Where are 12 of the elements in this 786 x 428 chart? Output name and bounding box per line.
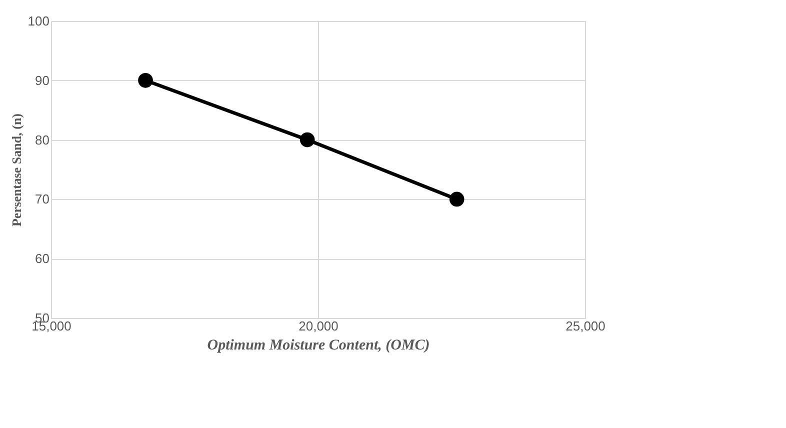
y-axis-title: Persentase Sand, (n) [8, 113, 24, 227]
point [138, 73, 153, 88]
point [300, 132, 315, 148]
x-tick-label: 25,000 [566, 318, 606, 334]
x-axis-title: Optimum Moisture Content, (OMC) [207, 338, 430, 354]
y-tick-label: 60 [35, 251, 50, 266]
y-tick-label: 100 [28, 14, 50, 28]
y-tick-label: 90 [35, 72, 50, 88]
x-tick-label: 20,000 [298, 318, 338, 334]
point [449, 192, 464, 207]
y-tick-label: 80 [35, 132, 50, 148]
y-tick-label: 70 [35, 192, 50, 207]
